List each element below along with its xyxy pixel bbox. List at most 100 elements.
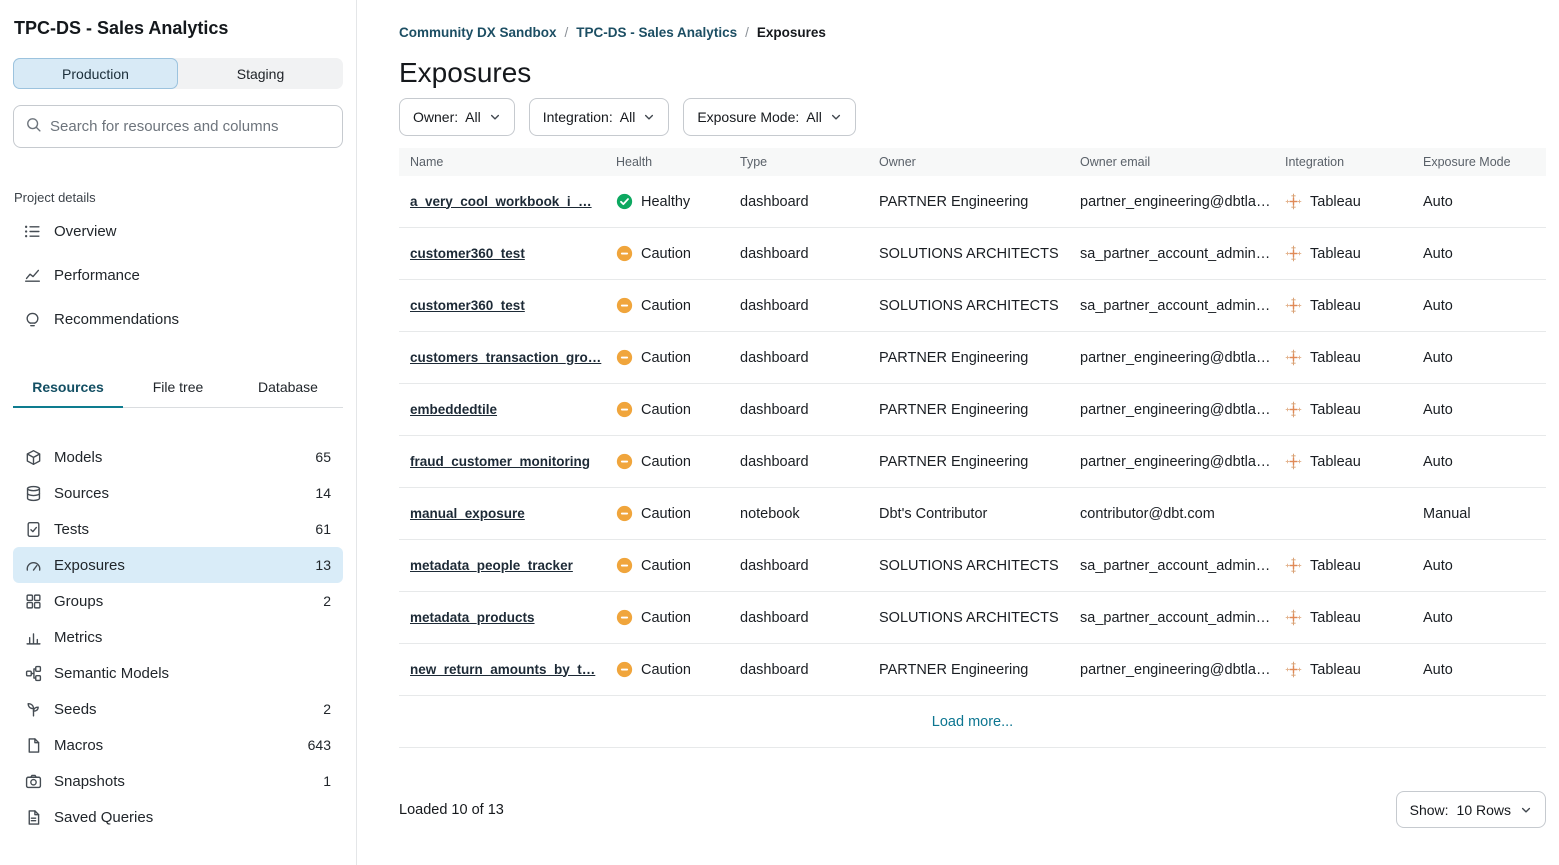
exposure-name-cell: customers_transaction_gro…: [399, 350, 605, 366]
integration-filter-dropdown[interactable]: Integration: All: [528, 98, 670, 136]
load-more-link[interactable]: Load more...: [931, 713, 1014, 730]
show-rows-label: Show:: [1409, 801, 1449, 818]
sidebar-item-macros[interactable]: Macros 643: [13, 727, 343, 763]
type-cell: notebook: [740, 505, 800, 522]
table-row: new_return_amounts_by_t… Caution dashboard…: [399, 644, 1546, 696]
health-label: Caution: [641, 349, 691, 366]
breadcrumb-link-account[interactable]: Community DX Sandbox: [399, 25, 557, 40]
health-label: Caution: [641, 453, 691, 470]
exposure-name-cell: manual_exposure: [399, 506, 605, 522]
owner-email-cell: partner_engineering@dbtla…: [1080, 661, 1271, 678]
exposure-name-link[interactable]: embeddedtile: [410, 401, 498, 417]
sidebar-item-recommendations[interactable]: Recommendations: [13, 297, 343, 341]
integration-label: Tableau: [1310, 401, 1361, 418]
staging-toggle[interactable]: Staging: [178, 58, 343, 89]
integration-cell: Tableau: [1274, 453, 1412, 470]
resource-count: 61: [315, 521, 331, 537]
resource-label: Macros: [54, 736, 104, 754]
sidebar-item-tests[interactable]: Tests 61: [13, 511, 343, 547]
integration-cell: Tableau: [1274, 661, 1412, 678]
integration-cell: Tableau: [1274, 349, 1412, 366]
table-row: a_very_cool_workbook_i_… Healthy dashboard…: [399, 176, 1546, 228]
resource-count: 1: [323, 773, 331, 789]
sidebar-item-groups[interactable]: Groups 2: [13, 583, 343, 619]
exposure-name-link[interactable]: customers_transaction_gro…: [410, 349, 602, 365]
exposure-mode-filter-dropdown[interactable]: Exposure Mode: All: [683, 98, 856, 136]
show-rows-dropdown[interactable]: Show: 10 Rows: [1395, 791, 1546, 828]
resource-label: Snapshots: [54, 772, 125, 790]
project-details-label: Project details: [14, 190, 96, 205]
exposure-mode-cell: Auto: [1423, 193, 1453, 210]
sidebar-item-sources[interactable]: Sources 14: [13, 475, 343, 511]
integration-label: Tableau: [1310, 661, 1361, 678]
tableau-icon: [1285, 297, 1302, 314]
search-box[interactable]: [13, 105, 343, 148]
sidebar-item-models[interactable]: Models 65: [13, 439, 343, 475]
column-header-name: Name: [410, 155, 444, 169]
camera-icon: [25, 773, 42, 790]
search-input[interactable]: [50, 118, 331, 135]
resource-label: Groups: [54, 592, 104, 610]
owner-email-cell: sa_partner_account_admin…: [1080, 557, 1271, 574]
dash-circle-icon: [616, 245, 633, 262]
resource-label: Exposures: [54, 556, 125, 574]
breadcrumb-link-project[interactable]: TPC-DS - Sales Analytics: [576, 25, 738, 40]
exposure-mode-cell: Auto: [1423, 245, 1453, 262]
chevron-down-icon: [830, 111, 842, 123]
owner-filter-dropdown[interactable]: Owner: All: [399, 98, 515, 136]
database-icon: [25, 485, 42, 502]
sidebar-item-seeds[interactable]: Seeds 2: [13, 691, 343, 727]
exposure-name-link[interactable]: metadata_people_tracker: [410, 557, 573, 573]
integration-cell: Tableau: [1274, 245, 1412, 262]
tableau-icon: [1285, 245, 1302, 262]
exposure-name-link[interactable]: customer360_test: [410, 245, 525, 261]
tab-file-tree[interactable]: File tree: [152, 379, 204, 395]
tab-resources[interactable]: Resources: [13, 371, 123, 408]
type-cell: dashboard: [740, 609, 809, 626]
column-header-type: Type: [740, 155, 768, 169]
sidebar-item-metrics[interactable]: Metrics: [13, 619, 343, 655]
owner-cell: PARTNER Engineering: [879, 661, 1029, 678]
resource-label: Semantic Models: [54, 664, 170, 682]
exposure-mode-cell: Auto: [1423, 661, 1453, 678]
exposure-name-link[interactable]: metadata_products: [410, 609, 535, 625]
tableau-icon: [1285, 349, 1302, 366]
search-icon: [25, 116, 42, 138]
exposure-name-link[interactable]: manual_exposure: [410, 505, 525, 521]
resource-count: 14: [315, 485, 331, 501]
sidebar-item-saved-queries[interactable]: Saved Queries: [13, 799, 343, 835]
tab-database[interactable]: Database: [258, 379, 318, 395]
integration-label: Tableau: [1310, 349, 1361, 366]
dash-circle-icon: [616, 557, 633, 574]
grid-icon: [25, 593, 42, 610]
column-header-owner-email: Owner email: [1080, 155, 1151, 169]
project-nav: Overview Performance Recommendations: [13, 209, 343, 341]
filter-label: Exposure Mode:: [697, 109, 800, 125]
integration-label: Tableau: [1310, 557, 1361, 574]
owner-cell: SOLUTIONS ARCHITECTS: [879, 245, 1059, 262]
owner-cell: Dbt's Contributor: [879, 505, 988, 522]
owner-cell: SOLUTIONS ARCHITECTS: [879, 557, 1059, 574]
sidebar-item-exposures[interactable]: Exposures 13: [13, 547, 343, 583]
sidebar-item-snapshots[interactable]: Snapshots 1: [13, 763, 343, 799]
main-content: Community DX Sandbox / TPC-DS - Sales An…: [357, 0, 1559, 865]
sidebar-item-overview[interactable]: Overview: [13, 209, 343, 253]
sidebar-item-semantic-models[interactable]: Semantic Models: [13, 655, 343, 691]
filters-bar: Owner: All Integration: All Exposure Mod…: [399, 98, 1546, 136]
dash-circle-icon: [616, 609, 633, 626]
document-icon: [25, 737, 42, 754]
exposure-name-link[interactable]: fraud_customer_monitoring: [410, 453, 591, 469]
breadcrumb: Community DX Sandbox / TPC-DS - Sales An…: [399, 24, 1546, 41]
owner-email-cell: sa_partner_account_admin…: [1080, 297, 1271, 314]
dash-circle-icon: [616, 453, 633, 470]
sidebar-item-performance[interactable]: Performance: [13, 253, 343, 297]
exposure-name-link[interactable]: new_return_amounts_by_t…: [410, 661, 596, 677]
health-cell: Caution: [605, 505, 729, 522]
sidebar-tabs: Resources File tree Database: [13, 371, 343, 408]
resource-count: 65: [315, 449, 331, 465]
production-toggle[interactable]: Production: [13, 58, 178, 89]
health-cell: Caution: [605, 661, 729, 678]
semantic-icon: [25, 665, 42, 682]
exposure-name-link[interactable]: customer360_test: [410, 297, 525, 313]
exposure-name-link[interactable]: a_very_cool_workbook_i_…: [410, 193, 592, 209]
